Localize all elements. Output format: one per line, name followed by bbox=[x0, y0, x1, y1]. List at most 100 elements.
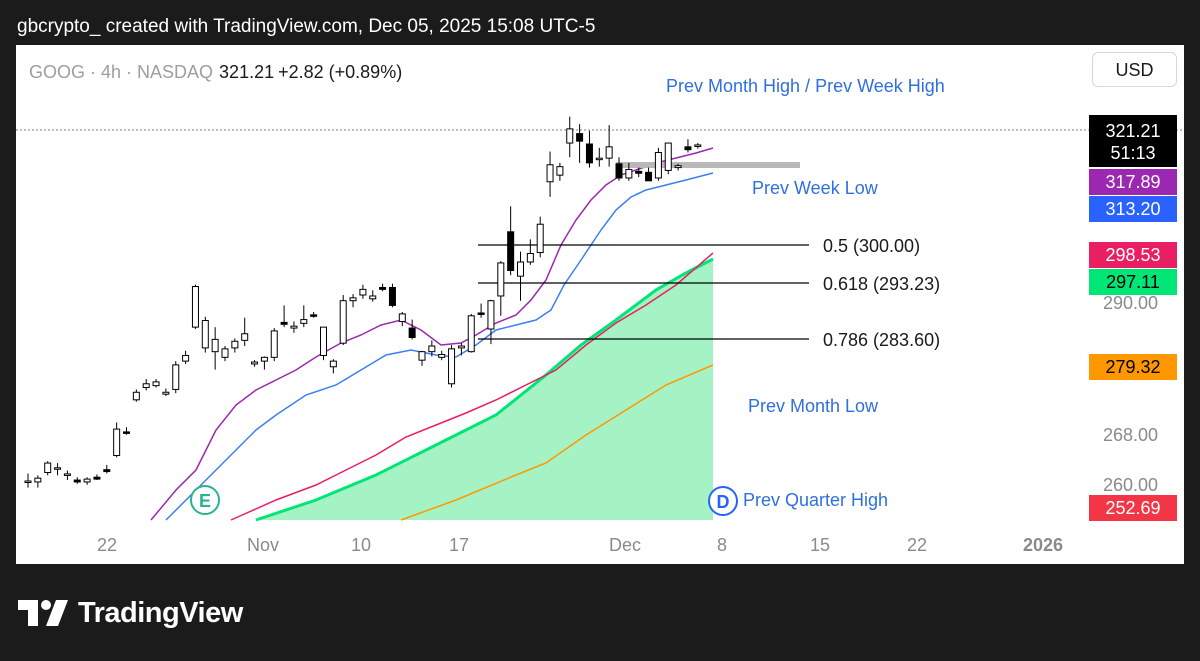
candle bbox=[517, 251, 524, 301]
symbol-name: GOOG · 4h · NASDAQ bbox=[29, 62, 214, 82]
candle-body bbox=[300, 319, 308, 324]
candle bbox=[477, 303, 485, 318]
candle bbox=[566, 116, 574, 158]
candle-body bbox=[625, 168, 633, 179]
x-tick-15: 15 bbox=[810, 535, 830, 555]
candle bbox=[300, 305, 308, 328]
candle bbox=[93, 474, 101, 481]
tradingview-brand: TradingView bbox=[18, 596, 243, 630]
candle bbox=[123, 427, 130, 435]
candle-body bbox=[536, 223, 544, 254]
candle-body bbox=[428, 345, 436, 353]
candle bbox=[191, 284, 199, 330]
candle-body bbox=[664, 142, 672, 171]
price-badge-last: 321.21 bbox=[1105, 121, 1160, 141]
candle-body bbox=[546, 164, 554, 183]
candle-body bbox=[34, 477, 42, 483]
ema-red-line bbox=[230, 252, 714, 521]
candle-body bbox=[231, 340, 239, 349]
candlestick-series bbox=[24, 116, 702, 488]
candle-body bbox=[191, 286, 199, 328]
chart-panel[interactable]: 0.5 (300.00) 0.618 (293.23) 0.786 (283.6… bbox=[16, 45, 1184, 564]
fib-label-0.618: 0.618 (293.23) bbox=[823, 274, 940, 294]
candle-body bbox=[674, 165, 682, 169]
candle-body bbox=[93, 476, 101, 480]
candle bbox=[585, 130, 593, 168]
candle-body bbox=[684, 146, 692, 151]
candle bbox=[34, 475, 42, 488]
candle bbox=[221, 346, 229, 362]
price-badge-red: 298.53 bbox=[1105, 245, 1160, 265]
price-chart[interactable]: 0.5 (300.00) 0.618 (293.23) 0.786 (283.6… bbox=[16, 45, 1184, 564]
candle-body bbox=[477, 312, 485, 315]
candle-body bbox=[123, 431, 130, 434]
green-ema-cloud bbox=[256, 259, 713, 520]
tradingview-logo-icon bbox=[18, 600, 68, 626]
candle-body bbox=[182, 354, 190, 362]
candle-body bbox=[251, 361, 259, 365]
candle-body bbox=[418, 351, 426, 361]
candle bbox=[507, 206, 515, 276]
y-tick-260: 260.00 bbox=[1103, 475, 1158, 495]
currency-button[interactable]: USD bbox=[1092, 52, 1177, 87]
candle-body bbox=[635, 170, 643, 174]
candle-body bbox=[457, 345, 465, 349]
candle bbox=[556, 162, 564, 181]
candle-body bbox=[241, 333, 249, 341]
candle bbox=[103, 464, 111, 474]
symbol-price: 321.21 bbox=[219, 62, 275, 82]
x-tick-22-dec: 22 bbox=[907, 535, 927, 555]
dividend-marker[interactable]: D bbox=[708, 486, 738, 516]
candle bbox=[369, 290, 377, 302]
candle-body bbox=[487, 300, 495, 330]
candle-body bbox=[142, 383, 150, 389]
y-tick-268: 268.00 bbox=[1103, 425, 1158, 445]
candle bbox=[162, 388, 170, 397]
x-tick-2026: 2026 bbox=[1023, 535, 1063, 555]
candle bbox=[73, 477, 81, 484]
earnings-marker-label: E bbox=[199, 491, 211, 511]
candle-body bbox=[654, 151, 662, 179]
candle bbox=[320, 326, 327, 361]
candle bbox=[172, 361, 180, 394]
price-badge-orange: 279.32 bbox=[1105, 357, 1160, 377]
candle bbox=[260, 356, 268, 370]
candle bbox=[448, 345, 456, 388]
price-badge-blue: 313.20 bbox=[1105, 199, 1160, 219]
candle-body bbox=[379, 286, 387, 290]
candle bbox=[408, 319, 416, 340]
prev-week-low-zone bbox=[616, 162, 800, 168]
candle-body bbox=[54, 467, 62, 470]
candle-body bbox=[467, 315, 475, 353]
candle-body bbox=[44, 462, 52, 474]
candle bbox=[595, 147, 603, 167]
price-badge-quarter: 252.69 bbox=[1105, 498, 1160, 518]
candle bbox=[457, 343, 465, 356]
x-tick-nov: Nov bbox=[247, 535, 279, 555]
candle bbox=[142, 379, 150, 391]
candle bbox=[152, 379, 160, 388]
candle-body bbox=[556, 166, 564, 176]
candle-body bbox=[615, 163, 623, 179]
candle bbox=[438, 350, 446, 361]
ema-orange-line bbox=[400, 364, 714, 521]
earnings-marker[interactable]: E bbox=[190, 485, 220, 515]
tradingview-brand-name: TradingView bbox=[78, 596, 243, 629]
candle bbox=[379, 283, 387, 292]
candle bbox=[290, 321, 298, 333]
candle-body bbox=[408, 327, 416, 339]
candle bbox=[388, 283, 396, 308]
symbol-legend[interactable]: GOOG · 4h · NASDAQ 321.21 +2.82 (+0.89%) bbox=[29, 62, 402, 83]
candle bbox=[605, 125, 613, 167]
price-badge-quarter-bg bbox=[1089, 495, 1177, 521]
candle-body bbox=[645, 171, 653, 182]
candle-body bbox=[63, 473, 71, 476]
candle-body bbox=[349, 297, 357, 302]
x-tick-8: 8 bbox=[717, 535, 727, 555]
candle-body bbox=[103, 469, 111, 473]
candle-body bbox=[526, 252, 534, 263]
candle bbox=[546, 151, 554, 197]
candle bbox=[684, 139, 692, 153]
candle bbox=[625, 162, 633, 181]
candle bbox=[63, 470, 71, 481]
